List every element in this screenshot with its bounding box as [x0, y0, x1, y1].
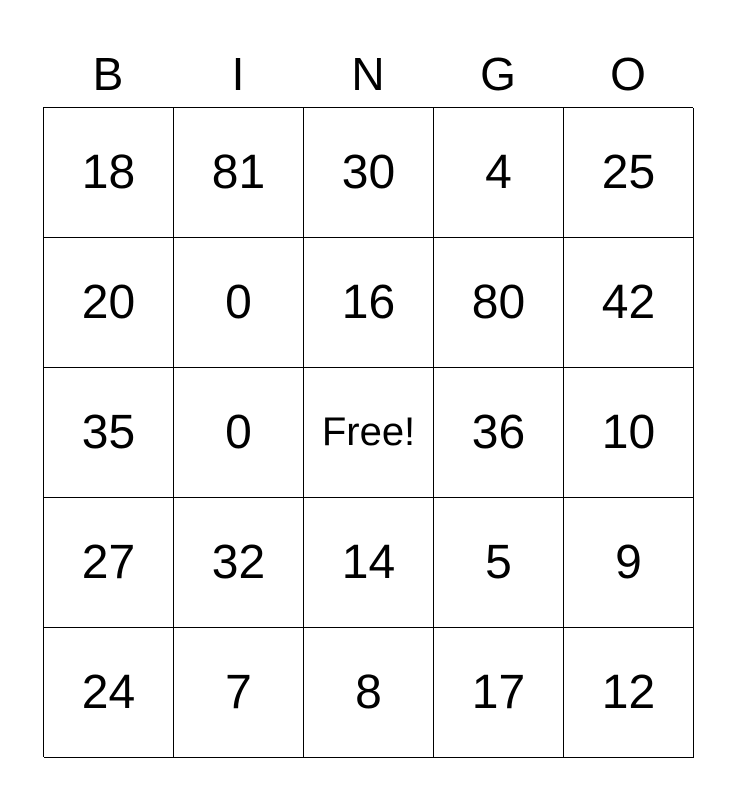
- column-letter-g: G: [480, 48, 516, 100]
- bingo-cell: 80: [434, 238, 564, 368]
- bingo-cell: 25: [564, 108, 694, 238]
- bingo-cell: 9: [564, 498, 694, 628]
- bingo-cell: 16: [304, 238, 434, 368]
- bingo-grid: 18 81 30 4 25 20 0 16 80 42 35 0 Free! 36 10 27 32 14 5 9 24…: [43, 107, 694, 758]
- column-letter-i: I: [231, 48, 245, 100]
- column-letter-b: B: [92, 48, 124, 100]
- column-letter-o: O: [610, 48, 646, 100]
- bingo-cell: 14: [304, 498, 434, 628]
- bingo-cell: 7: [174, 628, 304, 758]
- bingo-cell: 12: [564, 628, 694, 758]
- bingo-cell: 35: [44, 368, 174, 498]
- bingo-cell: 27: [44, 498, 174, 628]
- bingo-cell: 20: [44, 238, 174, 368]
- bingo-cell: 5: [434, 498, 564, 628]
- bingo-cell: 4: [434, 108, 564, 238]
- bingo-cell: 18: [44, 108, 174, 238]
- bingo-cell: 81: [174, 108, 304, 238]
- bingo-cell: 0: [174, 368, 304, 498]
- bingo-cell: 42: [564, 238, 694, 368]
- bingo-cell: 36: [434, 368, 564, 498]
- bingo-cell: 8: [304, 628, 434, 758]
- bingo-cell: 30: [304, 108, 434, 238]
- column-letter-n: N: [351, 48, 385, 100]
- bingo-cell: 10: [564, 368, 694, 498]
- free-cell: Free!: [304, 368, 434, 498]
- bingo-cell: 32: [174, 498, 304, 628]
- bingo-cell: 0: [174, 238, 304, 368]
- bingo-cell: 24: [44, 628, 174, 758]
- bingo-cell: 17: [434, 628, 564, 758]
